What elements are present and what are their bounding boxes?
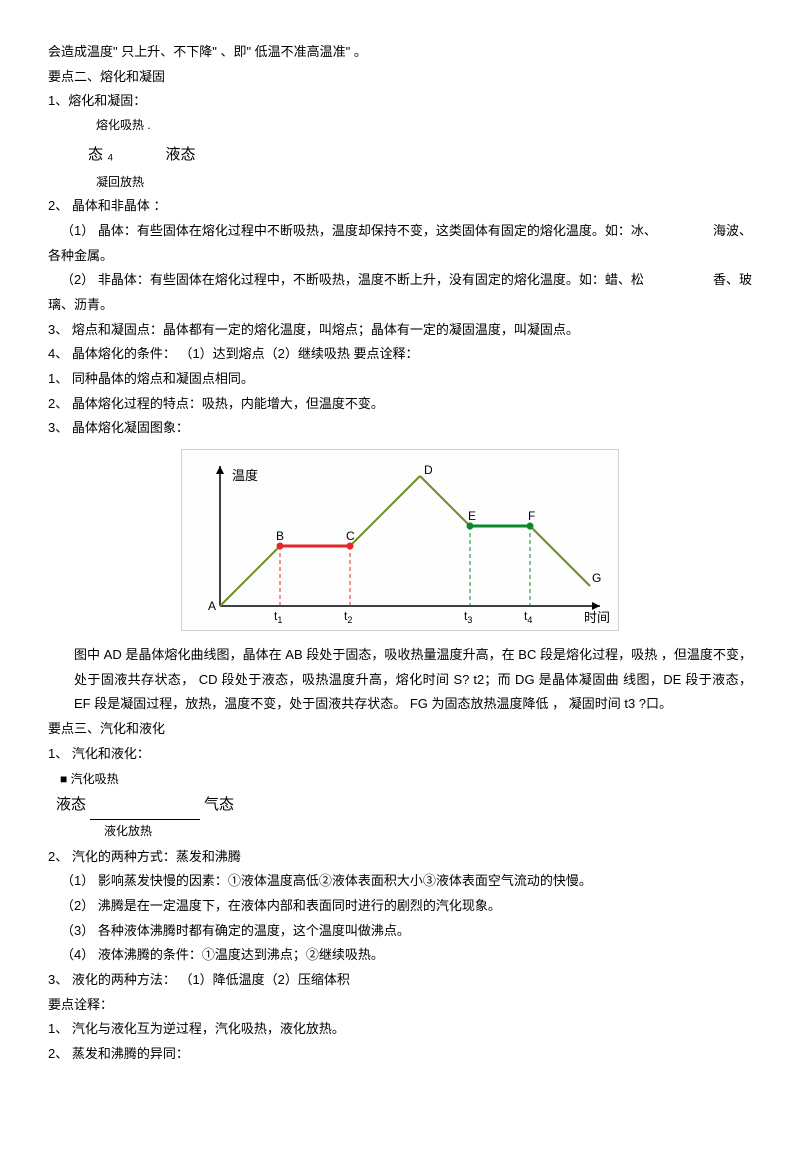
svg-text:时间: 时间 (584, 610, 610, 625)
s3-point2: 2、 蒸发和沸腾的异同： (48, 1042, 752, 1067)
crystal-def-a: （1） 晶体：有些固体在熔化过程中不断吸热，温度却保持不变，这类固体有固定的熔化… (48, 223, 657, 238)
svg-text:B: B (276, 529, 284, 543)
s2-item2: 2、 晶体和非晶体 ： (48, 194, 752, 219)
state-liquid: 液态 (165, 141, 195, 170)
s2-item3: 3、 熔点和凝固点：晶体都有一定的熔化温度，叫熔点；晶体有一定的凝固温度，叫凝固… (48, 318, 752, 343)
svg-text:C: C (346, 529, 355, 543)
noncrystal-def-c: 璃、沥青。 (48, 293, 752, 318)
s3-item2-1: （1） 影响蒸发快慢的因素：①液体温度高低②液体表面积大小③液体表面空气流动的快… (48, 869, 752, 894)
melting-chart: 温度时间 A B C D E F Gt1 t2 t3 t4 (181, 449, 619, 631)
s3-note-title: 要点诠释： (48, 993, 752, 1018)
svg-text:t2: t2 (344, 609, 352, 625)
s3-item2-4: （4） 液体沸腾的条件：①温度达到沸点；②继续吸热。 (48, 943, 752, 968)
svg-text:A: A (208, 599, 216, 613)
s3-item3: 3、 液化的两种方法： （1）降低温度（2）压缩体积 (48, 968, 752, 993)
vap-underline (90, 799, 200, 820)
s2-point3: 3、 晶体熔化凝固图象： (48, 416, 752, 441)
noncrystal-def-b: 香、玻 (713, 268, 752, 293)
s2-point1: 1、 同种晶体的熔点和凝固点相同。 (48, 367, 752, 392)
svg-text:温度: 温度 (232, 468, 258, 483)
solidify-release-label: 凝回放热 (96, 171, 752, 194)
s2-item2-1: （1） 晶体：有些固体在熔化过程中不断吸热，温度却保持不变，这类固体有固定的熔化… (48, 219, 752, 244)
svg-text:t3: t3 (464, 609, 472, 625)
chart-svg: 温度时间 A B C D E F Gt1 t2 t3 t4 (190, 456, 610, 626)
svg-text:F: F (528, 509, 535, 523)
svg-text:E: E (468, 509, 476, 523)
melt-absorb-label: 熔化吸热 . (96, 114, 752, 137)
state-solid: 态 ₄ (88, 141, 113, 170)
s2-point2: 2、 晶体熔化过程的特点：吸热，内能增大，但温度不变。 (48, 392, 752, 417)
section2-title: 要点二、熔化和凝固 (48, 65, 752, 90)
s2-item4: 4、 晶体熔化的条件： （1）达到熔点（2）继续吸热 要点诠释： (48, 342, 752, 367)
svg-text:t1: t1 (274, 609, 282, 625)
crystal-def-b: 海波、 (713, 219, 752, 244)
crystal-def-c: 各种金属。 (48, 244, 752, 269)
intro-paragraph: 会造成温度" 只上升、不下降" 、即" 低温不准高温准" 。 (48, 40, 752, 65)
s2-item2-2: （2） 非晶体：有些固体在熔化过程中，不断吸热，温度不断上升，没有固定的熔化温度… (48, 268, 752, 293)
liquefy-release: 液化放热 (104, 820, 752, 843)
s3-item2-2: （2） 沸腾是在一定温度下，在液体内部和表面同时进行的剧烈的汽化现象。 (48, 894, 752, 919)
svg-text:t4: t4 (524, 609, 532, 625)
svg-text:D: D (424, 463, 433, 477)
s3-point1: 1、 汽化与液化互为逆过程，汽化吸热，液化放热。 (48, 1017, 752, 1042)
s3-item2: 2、 汽化的两种方式：蒸发和沸腾 (48, 845, 752, 870)
s2-item1: 1、熔化和凝固： (48, 89, 752, 114)
chart-description: 图中 AD 是晶体熔化曲线图，晶体在 AB 段处于固态，吸收热量温度升高，在 B… (48, 643, 752, 717)
vap-right: 气态 (204, 791, 234, 820)
vap-left: 液态 (56, 791, 86, 820)
s3-item2-3: （3） 各种液体沸腾时都有确定的温度，这个温度叫做沸点。 (48, 919, 752, 944)
s3-item1: 1、 汽化和液化： (48, 742, 752, 767)
vaporize-absorb: ■ 汽化吸热 (60, 768, 752, 791)
noncrystal-def-a: （2） 非晶体：有些固体在熔化过程中，不断吸热，温度不断上升，没有固定的熔化温度… (48, 272, 644, 287)
svg-text:G: G (592, 571, 601, 585)
section3-title: 要点三、汽化和液化 (48, 717, 752, 742)
